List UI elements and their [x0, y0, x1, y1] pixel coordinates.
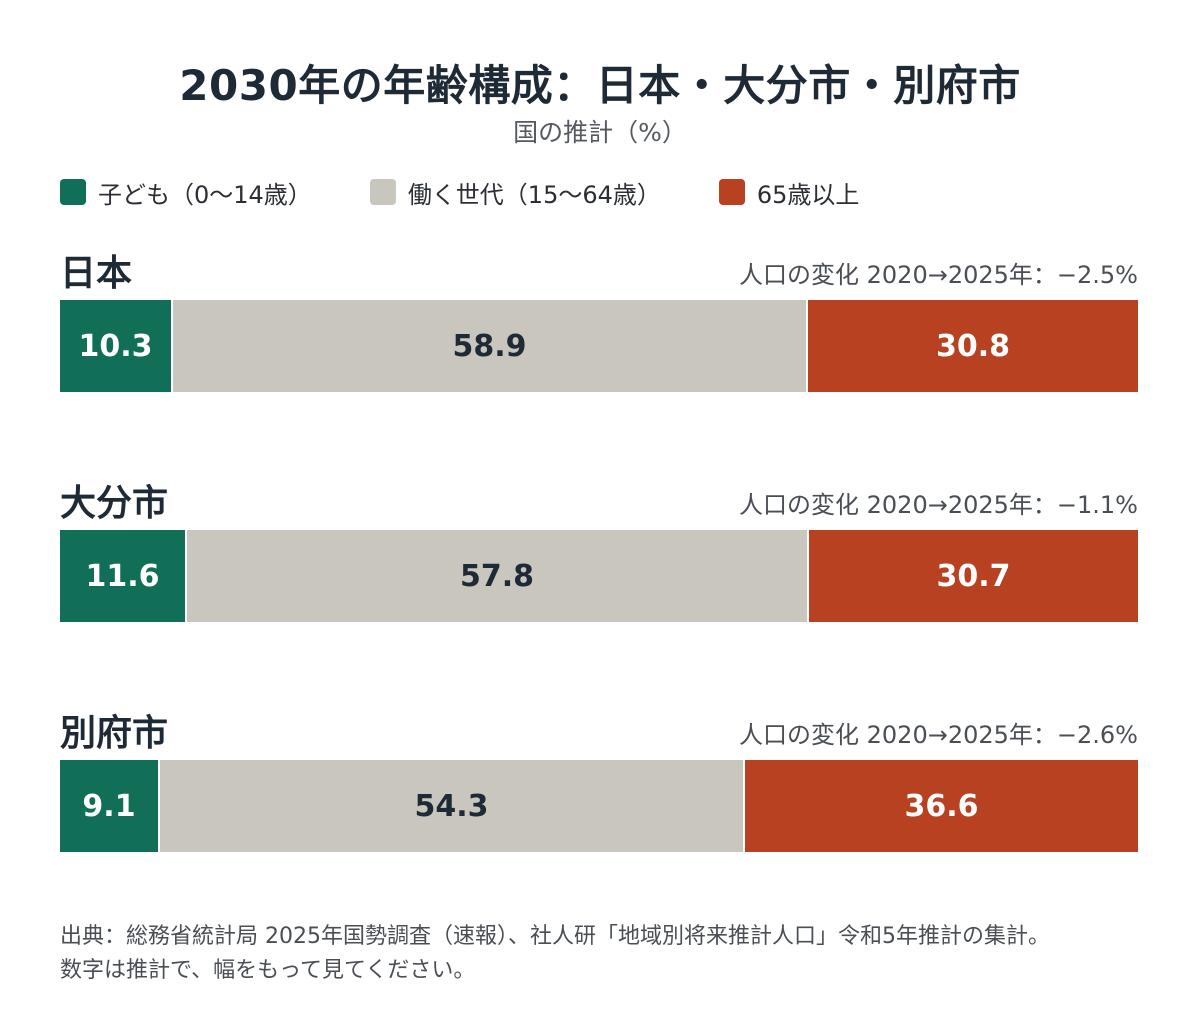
legend-swatch-working	[369, 179, 396, 205]
panel-head-japan: 日本 人口の変化 2020→2025年：−2.5%	[60, 248, 1138, 300]
value-label-beppu-elderly: 36.6	[904, 788, 979, 824]
value-label-japan-working: 58.9	[452, 328, 527, 364]
chart-subtitle: 国の推計（%）	[513, 118, 687, 147]
bar-segment-japan-elderly: 30.8	[806, 300, 1138, 392]
bar-segment-oita-elderly: 30.7	[807, 530, 1138, 622]
source-line-1: 出典：総務省統計局 2025年国勢調査（速報）、社人研「地域別将来推計人口」令和…	[60, 924, 1050, 949]
source-line-2: 数字は推計で、幅をもって見てください。	[60, 958, 476, 983]
value-label-japan-elderly: 30.8	[935, 328, 1011, 364]
bar-segment-oita-working: 57.8	[185, 530, 807, 622]
bar-segment-oita-children: 11.6	[60, 530, 185, 622]
bar-segment-beppu-working: 54.3	[158, 760, 743, 852]
chart-title: 2030年の年齢構成：日本・大分市・別府市	[179, 61, 1021, 110]
legend-item-working: 働く世代（15〜64歳）	[369, 175, 661, 210]
bar-oita: 11.6 57.8 30.7	[60, 530, 1138, 622]
bar-segment-japan-working: 58.9	[171, 300, 806, 392]
bar-beppu: 9.1 54.3 36.6	[60, 760, 1138, 852]
legend-label-working: 働く世代（15〜64歳）	[407, 180, 661, 209]
value-label-japan-children: 10.3	[78, 328, 153, 364]
region-label-japan: 日本	[60, 253, 133, 294]
value-label-beppu-children: 9.1	[82, 788, 136, 824]
panel-head-oita: 大分市 人口の変化 2020→2025年：−1.1%	[60, 478, 1138, 530]
value-label-oita-working: 57.8	[459, 558, 535, 594]
legend-label-children: 子ども（0〜14歳）	[98, 180, 312, 209]
region-label-oita: 大分市	[60, 483, 169, 524]
bar-segment-beppu-children: 9.1	[60, 760, 158, 852]
population-change-beppu: 人口の変化 2020→2025年：−2.6%	[739, 721, 1138, 749]
legend-label-elderly: 65歳以上	[756, 180, 860, 209]
panel-japan: 日本 人口の変化 2020→2025年：−2.5% 10.3 58.9 30.8	[60, 248, 1138, 392]
legend-item-children: 子ども（0〜14歳）	[60, 175, 312, 210]
bar-segment-beppu-elderly: 36.6	[743, 760, 1138, 852]
bar-segment-japan-children: 10.3	[60, 300, 171, 392]
region-label-beppu: 別府市	[60, 713, 169, 754]
legend-item-elderly: 65歳以上	[718, 175, 860, 210]
panel-beppu: 別府市 人口の変化 2020→2025年：−2.6% 9.1 54.3 36.6	[60, 708, 1138, 852]
legend-swatch-elderly	[718, 179, 745, 205]
value-label-beppu-working: 54.3	[414, 788, 489, 824]
population-change-oita: 人口の変化 2020→2025年：−1.1%	[739, 491, 1138, 519]
legend-swatch-children	[60, 179, 86, 205]
panel-head-beppu: 別府市 人口の変化 2020→2025年：−2.6%	[60, 708, 1138, 760]
value-label-oita-children: 11.6	[85, 558, 160, 594]
source-note: 出典：総務省統計局 2025年国勢調査（速報）、社人研「地域別将来推計人口」令和…	[60, 920, 1150, 988]
population-change-japan: 人口の変化 2020→2025年：−2.5%	[739, 261, 1138, 289]
value-label-oita-elderly: 30.7	[936, 558, 1011, 594]
panel-oita: 大分市 人口の変化 2020→2025年：−1.1% 11.6 57.8 30.7	[60, 478, 1138, 622]
bar-japan: 10.3 58.9 30.8	[60, 300, 1138, 392]
legend: 子ども（0〜14歳） 働く世代（15〜64歳） 65歳以上	[60, 174, 917, 210]
